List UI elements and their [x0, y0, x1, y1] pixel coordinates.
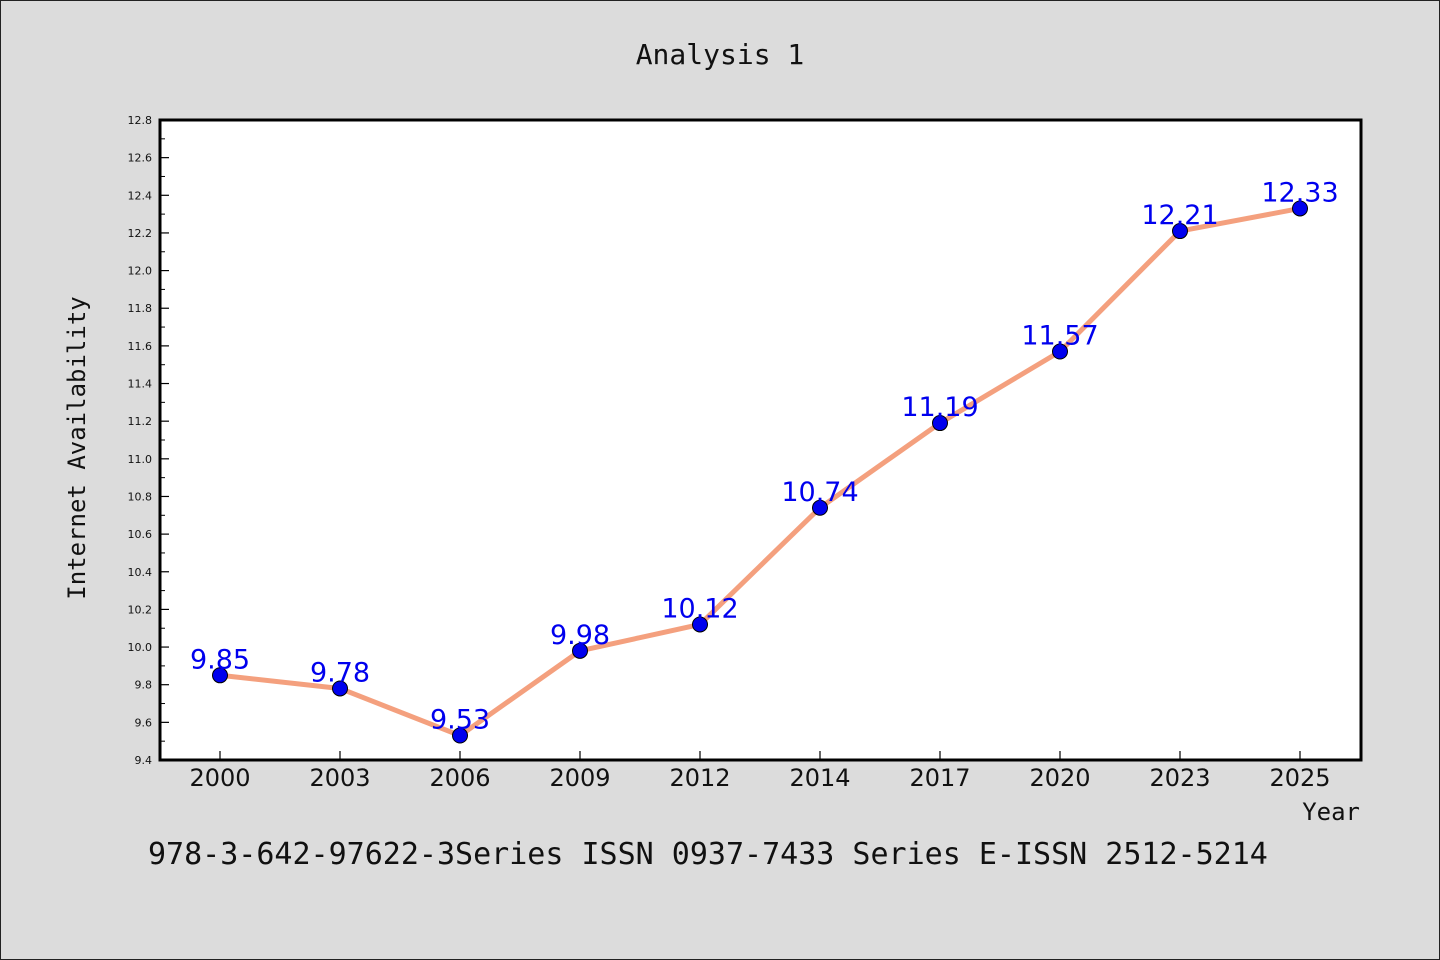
data-point — [332, 680, 348, 697]
y-axis-label: Internet Availability — [63, 296, 91, 599]
data-point — [1052, 343, 1068, 360]
data-label: 12.21 — [1141, 200, 1218, 231]
y-tick-label: 10.8 — [128, 490, 153, 503]
y-tick-label: 12.0 — [128, 265, 153, 278]
data-point — [572, 642, 588, 659]
footer-text: 978-3-642-97622-3Series ISSN 0937-7433 S… — [148, 837, 1268, 872]
data-label: 11.57 — [1021, 321, 1098, 352]
y-tick-label: 10.0 — [128, 641, 153, 654]
y-tick-label: 11.8 — [128, 302, 153, 315]
data-label: 10.74 — [781, 477, 858, 508]
data-label: 9.85 — [190, 644, 250, 675]
data-label: 12.33 — [1261, 177, 1338, 208]
y-tick-label: 12.6 — [128, 152, 153, 165]
plot-area — [158, 118, 1363, 762]
x-tick-label: 2009 — [549, 764, 610, 792]
x-tick-label: 2003 — [309, 764, 370, 792]
y-tick-label: 9.8 — [135, 679, 153, 692]
y-tick-label: 11.4 — [128, 378, 153, 391]
x-axis-label: Year — [1302, 798, 1360, 826]
y-tick-label: 12.8 — [128, 114, 153, 127]
data-label: 11.19 — [901, 392, 978, 423]
series-line — [217, 205, 1303, 739]
x-tick-label: 2012 — [669, 764, 730, 792]
y-tick-label: 11.0 — [128, 453, 153, 466]
series-layer: 9.85 9.78 9.53 9.98 10.12 10.74 11.19 11.57 12.2… — [190, 177, 1339, 744]
data-point — [932, 415, 948, 432]
data-point — [1292, 200, 1308, 217]
x-tick-label: 2014 — [789, 764, 850, 792]
data-label: 9.78 — [310, 657, 370, 688]
y-tick-label: 9.6 — [135, 716, 153, 729]
y-tick-label: 10.2 — [128, 603, 153, 616]
x-tick-label: 2023 — [1149, 764, 1210, 792]
y-tick-label: 12.4 — [128, 189, 153, 202]
data-label: 10.12 — [661, 593, 738, 624]
data-point — [452, 727, 468, 744]
x-tick-label: 2020 — [1029, 764, 1090, 792]
x-tick-label: 2006 — [429, 764, 490, 792]
data-label: 9.98 — [550, 620, 610, 651]
data-label: 9.53 — [430, 705, 490, 736]
data-point — [212, 667, 228, 684]
y-tick-label: 9.4 — [135, 754, 153, 767]
x-tick-label: 2025 — [1269, 764, 1330, 792]
y-tick-label: 10.4 — [128, 566, 153, 579]
chart-title: Analysis 1 — [636, 38, 805, 71]
y-tick-label: 11.6 — [128, 340, 153, 353]
x-tick-label: 2017 — [909, 764, 970, 792]
data-point — [812, 499, 828, 516]
x-axis: 2000 2003 2006 2009 2012 2014 2017 2020 2023 2025 — [189, 751, 1331, 792]
y-tick-label: 12.2 — [128, 227, 153, 240]
x-tick-label: 2000 — [189, 764, 250, 792]
y-tick-label: 11.2 — [128, 415, 153, 428]
y-tick-label: 10.6 — [128, 528, 153, 541]
data-point — [1172, 223, 1188, 240]
y-axis: 9.4 9.6 9.8 10.0 10.2 10.4 10.6 10.8 11.0 11.2 11.… — [128, 114, 169, 767]
data-point — [692, 616, 708, 633]
